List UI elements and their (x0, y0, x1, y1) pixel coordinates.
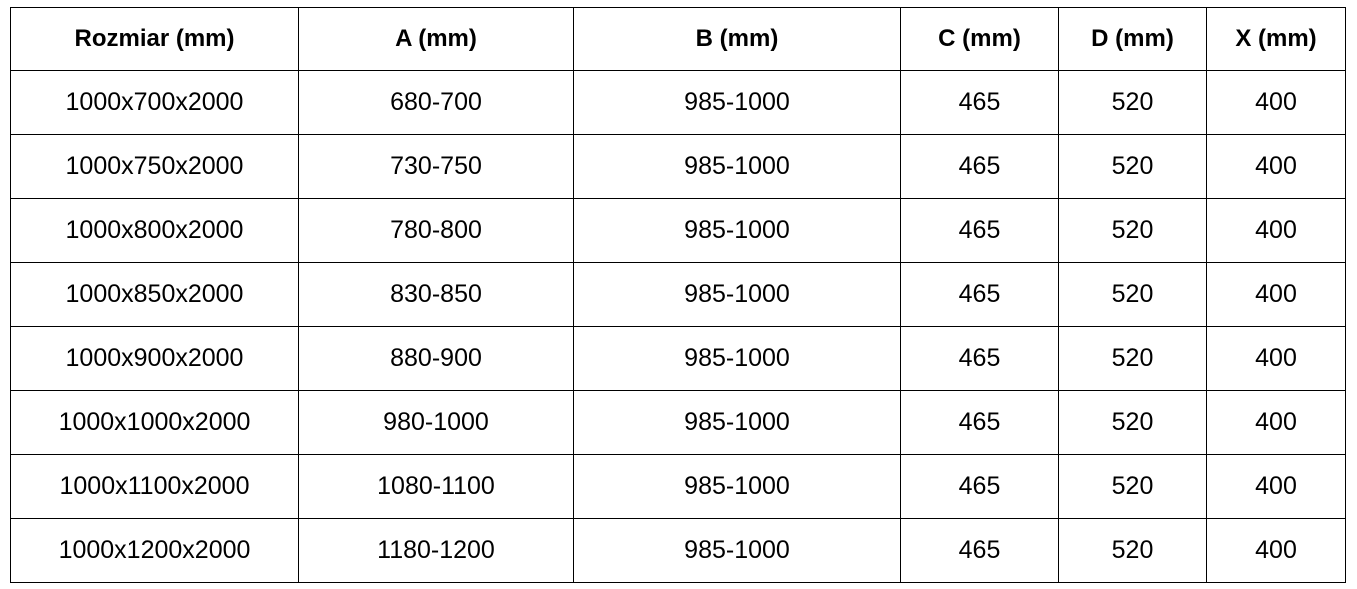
table-row: 1000x1200x2000 1180-1200 985-1000 465 520 400 (10, 518, 1346, 583)
table-body: 1000x700x2000 680-700 985-1000 465 520 400 100… (10, 70, 1346, 583)
cell-a: 980-1000 (298, 390, 574, 455)
table-row: 1000x1100x2000 1080-1100 985-1000 465 520 400 (10, 454, 1346, 519)
cell-b: 985-1000 (573, 70, 901, 135)
cell-c: 465 (900, 198, 1059, 263)
cell-b: 985-1000 (573, 454, 901, 519)
table-row: 1000x850x2000 830-850 985-1000 465 520 400 (10, 262, 1346, 327)
column-header-x: X (mm) (1206, 7, 1346, 71)
column-header-d: D (mm) (1058, 7, 1207, 71)
cell-x: 400 (1206, 70, 1346, 135)
table-row: 1000x750x2000 730-750 985-1000 465 520 400 (10, 134, 1346, 199)
cell-a: 780-800 (298, 198, 574, 263)
cell-c: 465 (900, 70, 1059, 135)
cell-x: 400 (1206, 326, 1346, 391)
cell-a: 830-850 (298, 262, 574, 327)
dimensions-table: Rozmiar (mm) A (mm) B (mm) C (mm) D (mm) X (m… (10, 7, 1346, 583)
cell-a: 680-700 (298, 70, 574, 135)
cell-size: 1000x1200x2000 (10, 518, 299, 583)
cell-x: 400 (1206, 134, 1346, 199)
table-row: 1000x900x2000 880-900 985-1000 465 520 400 (10, 326, 1346, 391)
cell-x: 400 (1206, 262, 1346, 327)
cell-a: 1080-1100 (298, 454, 574, 519)
cell-x: 400 (1206, 454, 1346, 519)
cell-b: 985-1000 (573, 326, 901, 391)
cell-size: 1000x1100x2000 (10, 454, 299, 519)
cell-size: 1000x700x2000 (10, 70, 299, 135)
cell-a: 730-750 (298, 134, 574, 199)
cell-b: 985-1000 (573, 518, 901, 583)
cell-c: 465 (900, 262, 1059, 327)
cell-c: 465 (900, 518, 1059, 583)
cell-d: 520 (1058, 262, 1207, 327)
cell-d: 520 (1058, 134, 1207, 199)
table-row: 1000x800x2000 780-800 985-1000 465 520 400 (10, 198, 1346, 263)
cell-size: 1000x800x2000 (10, 198, 299, 263)
table-row: 1000x1000x2000 980-1000 985-1000 465 520 400 (10, 390, 1346, 455)
header-row: Rozmiar (mm) A (mm) B (mm) C (mm) D (mm) X (m… (10, 7, 1346, 71)
table-row: 1000x700x2000 680-700 985-1000 465 520 400 (10, 70, 1346, 135)
cell-x: 400 (1206, 198, 1346, 263)
cell-c: 465 (900, 134, 1059, 199)
cell-size: 1000x750x2000 (10, 134, 299, 199)
column-header-b: B (mm) (573, 7, 901, 71)
cell-x: 400 (1206, 390, 1346, 455)
cell-size: 1000x1000x2000 (10, 390, 299, 455)
cell-size: 1000x900x2000 (10, 326, 299, 391)
column-header-a: A (mm) (298, 7, 574, 71)
cell-x: 400 (1206, 518, 1346, 583)
cell-b: 985-1000 (573, 198, 901, 263)
cell-d: 520 (1058, 518, 1207, 583)
cell-d: 520 (1058, 390, 1207, 455)
cell-size: 1000x850x2000 (10, 262, 299, 327)
cell-b: 985-1000 (573, 134, 901, 199)
cell-d: 520 (1058, 326, 1207, 391)
cell-d: 520 (1058, 454, 1207, 519)
cell-b: 985-1000 (573, 262, 901, 327)
cell-d: 520 (1058, 70, 1207, 135)
column-header-size: Rozmiar (mm) (10, 7, 299, 71)
cell-c: 465 (900, 390, 1059, 455)
column-header-c: C (mm) (900, 7, 1059, 71)
cell-c: 465 (900, 454, 1059, 519)
cell-b: 985-1000 (573, 390, 901, 455)
cell-a: 880-900 (298, 326, 574, 391)
cell-d: 520 (1058, 198, 1207, 263)
cell-a: 1180-1200 (298, 518, 574, 583)
cell-c: 465 (900, 326, 1059, 391)
